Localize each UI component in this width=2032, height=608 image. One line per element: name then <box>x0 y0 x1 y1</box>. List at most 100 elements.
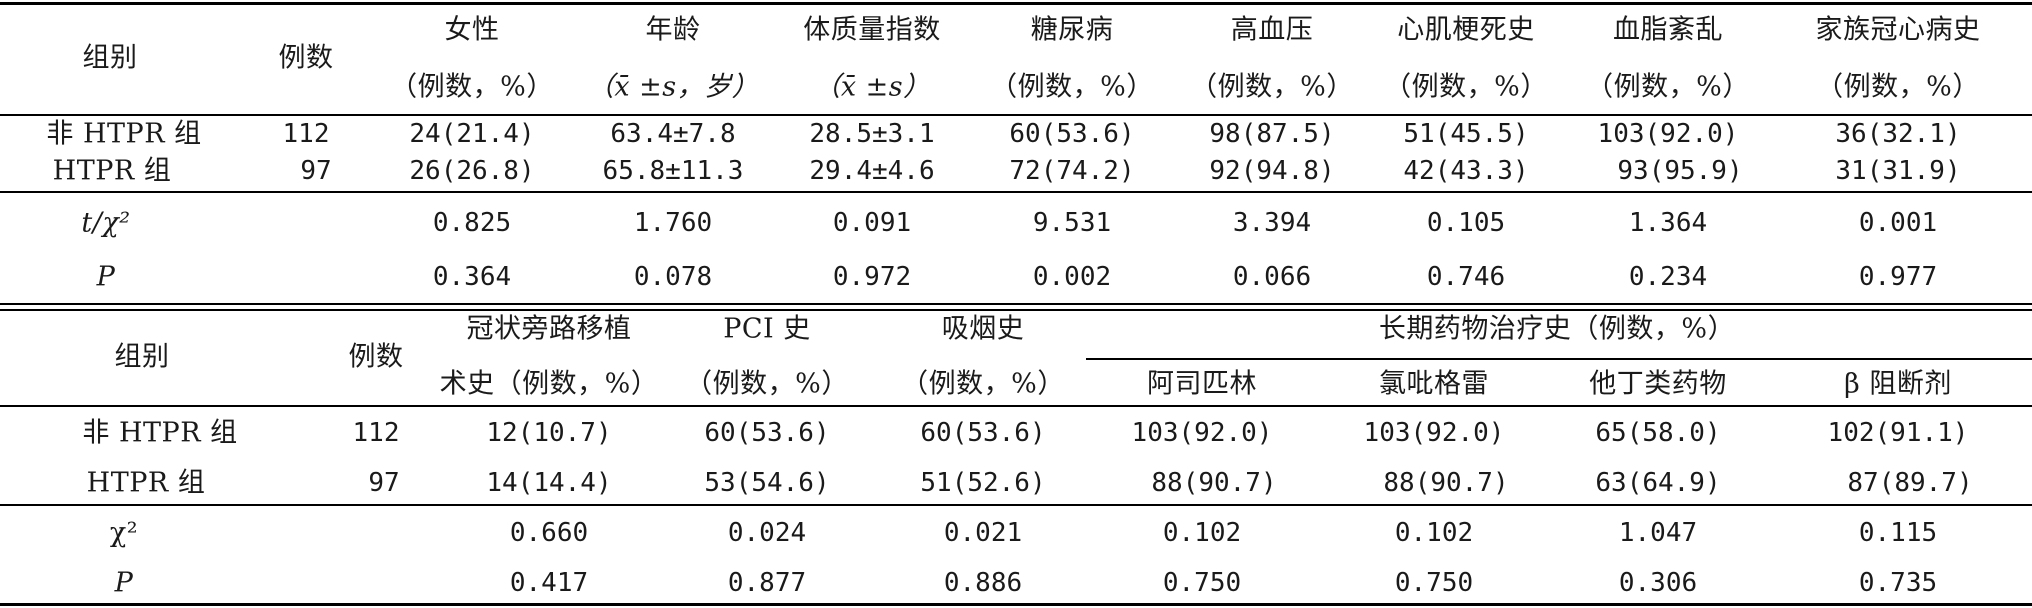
table-cell: 65(58.0) <box>1595 418 1721 448</box>
table-cell: 65.8±11.3 <box>602 156 744 186</box>
table-cell: 0.886 <box>943 568 1023 598</box>
table-cell: 0.750 <box>1394 568 1474 598</box>
table-cell: 0.021 <box>943 518 1023 548</box>
stats-top-rule <box>0 191 2032 193</box>
table-cell: 88(90.7) <box>1383 468 1509 498</box>
table-cell: 0.825 <box>432 208 512 238</box>
header-mi-history-l2: （例数，%） <box>1384 71 1548 103</box>
table-cell: 98(87.5) <box>1209 119 1335 149</box>
header-dyslipidemia-l1: 血脂紊乱 <box>1613 14 1723 46</box>
row-non-htpr-group-2: 非 HTPR 组 <box>82 417 238 449</box>
table-cell: 26(26.8) <box>409 156 535 186</box>
table-cell: 31(31.9) <box>1835 156 1961 186</box>
table-cell: 0.877 <box>727 568 807 598</box>
header-hypertension-l2: （例数，%） <box>1190 71 1354 103</box>
row-non-htpr-group: 非 HTPR 组 <box>46 118 202 150</box>
header-beta-blocker: β 阻断剂 <box>1844 368 1952 400</box>
table-cell: 14(14.4) <box>486 468 612 498</box>
table-cell: 0.105 <box>1426 208 1506 238</box>
header-cabg-l2: 术史（例数，%） <box>439 368 659 400</box>
bottom-stats-top-rule <box>0 504 2032 506</box>
header-cabg-l1: 冠状旁路移植 <box>466 313 632 345</box>
table-cell: 0.024 <box>727 518 807 548</box>
stat-label-p: P <box>96 261 116 293</box>
table-cell: 0.091 <box>832 208 912 238</box>
table-cell: 0.078 <box>633 262 713 292</box>
header-smoking-l1: 吸烟史 <box>941 313 1025 345</box>
table-cell: 0.750 <box>1162 568 1242 598</box>
top-rule <box>0 2 2032 5</box>
header-hypertension-l1: 高血压 <box>1230 14 1314 46</box>
table-cell: 1.047 <box>1618 518 1698 548</box>
table-cell: 42(43.3) <box>1403 156 1529 186</box>
table-cell: 0.417 <box>509 568 589 598</box>
row-htpr-count: 97 <box>300 156 332 186</box>
table-cell: 0.066 <box>1232 262 1312 292</box>
table-cell: 102(91.1) <box>1827 418 1969 448</box>
table-cell: 0.234 <box>1628 262 1708 292</box>
header-count: 例数 <box>278 42 334 74</box>
stat-label-t-chi2: t/χ² <box>81 207 131 239</box>
table-cell: 60(53.6) <box>1009 119 1135 149</box>
table-cell: 0.001 <box>1858 208 1938 238</box>
header-bmi-l1: 体质量指数 <box>803 14 941 46</box>
row-htpr-count-2: 97 <box>368 468 400 498</box>
table-cell: 103(92.0) <box>1597 119 1739 149</box>
table-cell: 3.394 <box>1232 208 1312 238</box>
table-cell: 0.977 <box>1858 262 1938 292</box>
table-cell: 0.364 <box>432 262 512 292</box>
header-female-l2: （例数，%） <box>390 71 554 103</box>
table-cell: 88(90.7) <box>1151 468 1277 498</box>
stat-label-p-2: P <box>114 567 134 599</box>
table-cell: 28.5±3.1 <box>809 119 935 149</box>
table-cell: 24(21.4) <box>409 119 535 149</box>
table-cell: 29.4±4.6 <box>809 156 935 186</box>
header-pci-l2: （例数，%） <box>685 368 849 400</box>
header-group-2: 组别 <box>114 341 170 373</box>
table-cell: 103(92.0) <box>1363 418 1505 448</box>
table-cell: 51(45.5) <box>1403 119 1529 149</box>
table-cell: 1.760 <box>633 208 713 238</box>
table-cell: 103(92.0) <box>1131 418 1273 448</box>
header-aspirin: 阿司匹林 <box>1147 368 1257 400</box>
table-cell: 0.735 <box>1858 568 1938 598</box>
header-bmi-l2: （x̄ ±s） <box>813 71 931 103</box>
header-long-term-medication: 长期药物治疗史（例数，%） <box>1378 313 1736 345</box>
header-group: 组别 <box>82 42 138 74</box>
table-cell: 0.972 <box>832 262 912 292</box>
header-family-chd-l2: （例数，%） <box>1816 71 1980 103</box>
header-age-l2: （x̄ ±s，岁） <box>586 71 760 103</box>
stat-label-chi2: χ² <box>109 517 139 549</box>
table-cell: 0.002 <box>1032 262 1112 292</box>
header-statins: 他丁类药物 <box>1589 368 1727 400</box>
section-double-rule-1 <box>0 303 2032 305</box>
table-cell: 51(52.6) <box>920 468 1046 498</box>
row-htpr-group-2: HTPR 组 <box>86 467 206 499</box>
table-cell: 0.115 <box>1858 518 1938 548</box>
bottom-header-rule <box>0 405 2032 407</box>
table-cell: 1.364 <box>1628 208 1708 238</box>
table-cell: 9.531 <box>1032 208 1112 238</box>
header-diabetes-l1: 糖尿病 <box>1030 14 1114 46</box>
table-cell: 87(89.7) <box>1847 468 1973 498</box>
row-htpr-group: HTPR 组 <box>52 155 172 187</box>
table-cell: 0.102 <box>1394 518 1474 548</box>
table-cell: 60(53.6) <box>920 418 1046 448</box>
bottom-rule <box>0 603 2032 606</box>
header-clopidogrel: 氯吡格雷 <box>1379 368 1489 400</box>
span-underline <box>1086 358 2032 360</box>
header-smoking-l2: （例数，%） <box>901 368 1065 400</box>
header-count-2: 例数 <box>348 341 404 373</box>
header-mi-history-l1: 心肌梗死史 <box>1397 14 1535 46</box>
table-cell: 92(94.8) <box>1209 156 1335 186</box>
row-non-htpr-count-2: 112 <box>352 418 400 448</box>
table-cell: 0.306 <box>1618 568 1698 598</box>
table-cell: 72(74.2) <box>1009 156 1135 186</box>
header-pci-l1: PCI 史 <box>723 313 811 345</box>
header-age-l1: 年龄 <box>645 14 701 46</box>
table-cell: 93(95.9) <box>1617 156 1743 186</box>
header-dyslipidemia-l2: （例数，%） <box>1586 71 1750 103</box>
table-cell: 0.660 <box>509 518 589 548</box>
row-non-htpr-count: 112 <box>282 119 330 149</box>
